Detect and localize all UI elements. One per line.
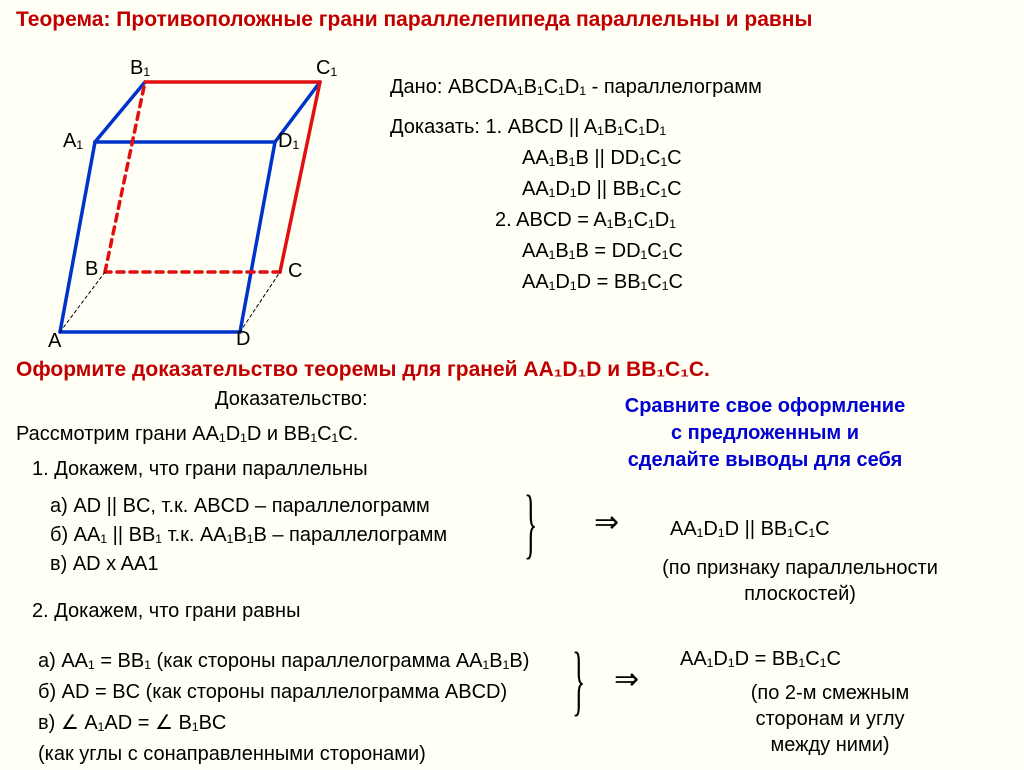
step2-header: 2. Докажем, что грани равны <box>32 600 300 623</box>
conclusion-2-note: (по 2-м смежнымсторонам и углумежду ними… <box>660 680 1000 758</box>
step1-c: в) AD x AA1 <box>50 550 447 579</box>
step1-body: а) AD || BC, т.к. ABCD – параллелограмм … <box>50 492 447 579</box>
brace2-icon: } <box>572 635 585 725</box>
prove-1c: AA₁D₁D || BB₁C₁C <box>390 174 1010 204</box>
compare-note: Сравните свое оформление с предложенным … <box>530 393 1000 474</box>
step1-b: б) AA₁ || BB₁ т.к. AA₁B₁B – параллелогра… <box>50 521 447 550</box>
label-B: B <box>85 258 98 281</box>
step2-cnote: (как углы с сонаправленными сторонами) <box>38 739 529 770</box>
step2-a: а) AA₁ = BB₁ (как стороны параллелограмм… <box>38 646 529 677</box>
label-D1: D₁ <box>278 130 299 153</box>
parallelepiped-diagram: A B C D A₁ B₁ C₁ D₁ <box>20 42 350 342</box>
prove-2c: AA₁D₁D = BB₁C₁C <box>390 267 1010 297</box>
given-dano: Дано: ABCDA₁B₁C₁D₁ - параллелограмм <box>390 72 1010 102</box>
prove-2b: AA₁B₁B = DD₁C₁C <box>390 236 1010 266</box>
arrow-icon: ⇒ <box>594 505 613 540</box>
prove-label: Доказать: <box>390 116 480 138</box>
given-block: Дано: ABCDA₁B₁C₁D₁ - параллелограмм Дока… <box>390 72 1010 298</box>
task-heading: Оформите доказательство теоремы для гран… <box>16 358 710 382</box>
label-C: C <box>288 260 302 283</box>
prove-1a: 1. ABCD || A₁B₁C₁D₁ <box>486 116 667 138</box>
step1-header: 1. Докажем, что грани параллельны <box>32 458 368 481</box>
step2-body: а) AA₁ = BB₁ (как стороны параллелограмм… <box>38 646 529 770</box>
conclusion-2: AA₁D₁D = BB₁C₁C <box>680 648 841 671</box>
arrow2-icon: ⇒ <box>614 662 633 697</box>
label-B1: B₁ <box>130 57 150 80</box>
prove-2a: 2. ABCD = A₁B₁C₁D₁ <box>390 205 1010 235</box>
label-A1: A₁ <box>63 130 83 153</box>
brace-icon: } <box>524 478 537 568</box>
prove-1b: AA₁B₁B || DD₁C₁C <box>390 143 1010 173</box>
step2-c: в) ∠ A₁AD = ∠ B₁BC <box>38 712 226 734</box>
consider-line: Рассмотрим грани AA₁D₁D и BB₁C₁C. <box>16 423 358 446</box>
conclusion-1-note: (по признаку параллельностиплоскостей) <box>600 555 1000 607</box>
label-A: A <box>48 330 61 353</box>
label-C1: C₁ <box>316 57 337 80</box>
label-D: D <box>236 328 250 351</box>
conclusion-1: AA₁D₁D || BB₁C₁C <box>670 518 830 541</box>
theorem-title: Теорема: Противоположные грани параллеле… <box>16 6 1006 33</box>
proof-label: Доказательство: <box>215 388 368 411</box>
step2-b: б) AD = BC (как стороны параллелограмма … <box>38 677 529 708</box>
step1-a: а) AD || BC, т.к. ABCD – параллелограмм <box>50 492 447 521</box>
